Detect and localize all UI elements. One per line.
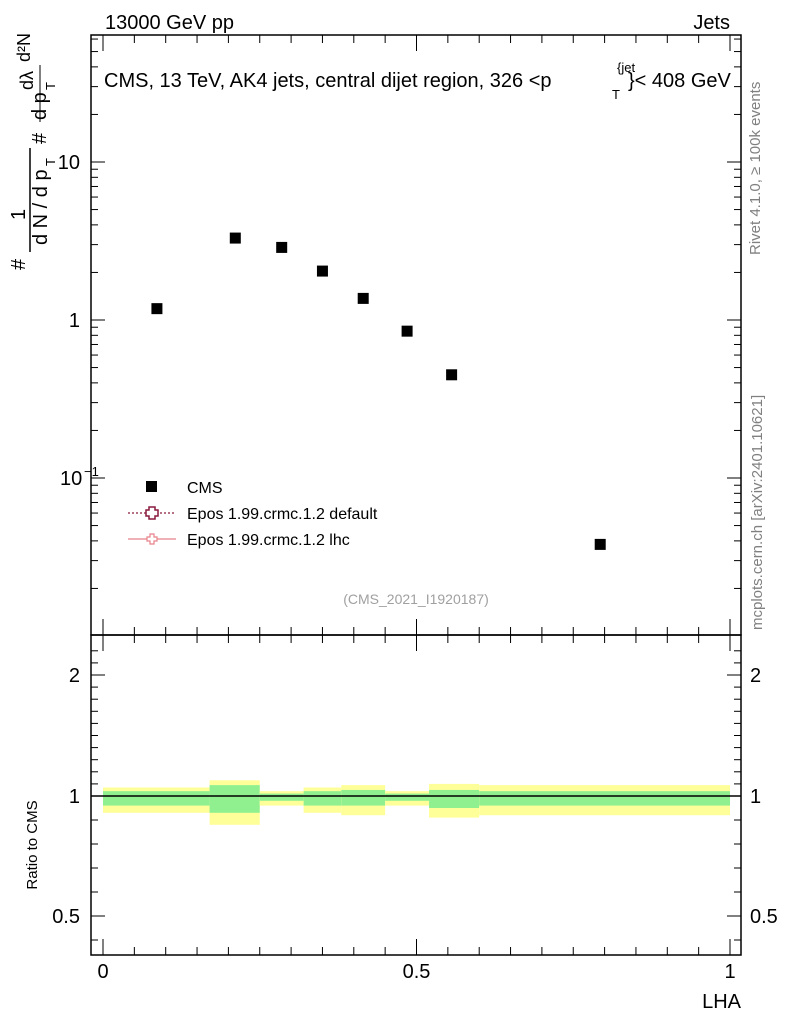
main-y-tick-exponent-2: −1	[84, 464, 99, 479]
plot-title: CMS, 13 TeV, AK4 jets, central dijet reg…	[104, 60, 732, 102]
legend: CMS Epos 1.99.crmc.1.2 default Epos 1.99…	[128, 480, 378, 549]
legend-label-cms: CMS	[187, 480, 223, 497]
main-y-axis-label: # 1 d N / d p T # d p T dλ d²N	[8, 33, 58, 270]
ylabel-hash1: #	[8, 258, 30, 270]
mcplots-reference: mcplots.cern.ch [arXiv:2401.10621]	[749, 395, 766, 630]
ratio-y-tick-label-left-2: 0.5	[52, 906, 80, 928]
title-end: }< 408 GeV	[628, 70, 732, 92]
ylabel-dlambda: dλ	[17, 71, 37, 90]
ratio-stat-band-4	[341, 789, 386, 806]
header-right: Jets	[693, 12, 730, 34]
ratio-y-tick-label-left-1: 1	[69, 786, 80, 808]
header-left: 13000 GeV pp	[105, 12, 234, 34]
cms-data-point-5	[401, 325, 413, 337]
ylabel-one: 1	[8, 209, 30, 220]
ylabel-hash2: #	[29, 132, 51, 144]
ratio-bands	[103, 780, 730, 825]
ratio-stat-band-5	[385, 793, 430, 801]
ratio-stat-band-3	[303, 791, 342, 806]
cms-data-point-2	[276, 241, 288, 253]
ratio-stat-band-0	[103, 791, 210, 806]
cms-data-point-4	[357, 292, 369, 304]
cms-data-point-0	[151, 303, 163, 315]
main-y-tick-label-2: 10	[60, 468, 82, 490]
ratio-axis-ticks: 2 2 1 1 0.5 0.5	[52, 650, 778, 941]
title-subscript: T	[612, 87, 620, 102]
legend-label-epos-default: Epos 1.99.crmc.1.2 default	[187, 506, 378, 523]
title-superscript: {jet	[617, 60, 635, 75]
rivet-version-label: Rivet 4.1.0, ≥ 100k events	[747, 82, 764, 255]
cms-data-point-3	[316, 265, 328, 277]
title-main: CMS, 13 TeV, AK4 jets, central dijet reg…	[104, 70, 552, 92]
cms-data-point-7	[594, 538, 606, 550]
legend-marker-cms	[146, 481, 157, 492]
ratio-stat-band-7	[479, 791, 730, 806]
cms-data-point-6	[446, 369, 458, 381]
legend-label-epos-lhc: Epos 1.99.crmc.1.2 lhc	[187, 532, 350, 549]
ratio-y-tick-label-right-1: 1	[750, 786, 761, 808]
x-tick-label-0: 0	[97, 961, 108, 983]
x-tick-label-1: 0.5	[403, 961, 431, 983]
ratio-stat-band-1	[209, 785, 260, 813]
ratio-y-tick-label-right-0: 2	[750, 665, 761, 687]
ylabel-t1: T	[43, 158, 58, 166]
ylabel-dn-part: d N / d p	[30, 169, 52, 245]
legend-marker-epos-default	[145, 506, 159, 520]
cms-data-point-1	[229, 232, 241, 244]
ylabel-t2: T	[43, 82, 58, 90]
x-axis-label: LHA	[702, 991, 742, 1013]
legend-marker-epos-lhc	[146, 533, 158, 545]
cms-data-points	[151, 232, 606, 550]
main-y-tick-label-1: 1	[69, 310, 80, 332]
ratio-y-tick-label-right-2: 0.5	[750, 906, 778, 928]
analysis-watermark: (CMS_2021_I1920187)	[343, 591, 489, 607]
ratio-stat-band-2	[259, 793, 304, 801]
ratio-y-tick-label-left-0: 2	[69, 665, 80, 687]
ylabel-d2n: d²N	[14, 33, 34, 62]
x-tick-label-2: 1	[724, 961, 735, 983]
ratio-y-axis-label: Ratio to CMS	[24, 800, 41, 889]
x-axis-ticks: 0 0.5 1	[97, 35, 736, 983]
ratio-stat-band-6	[429, 789, 480, 808]
main-y-tick-label-0: 10	[58, 152, 80, 174]
